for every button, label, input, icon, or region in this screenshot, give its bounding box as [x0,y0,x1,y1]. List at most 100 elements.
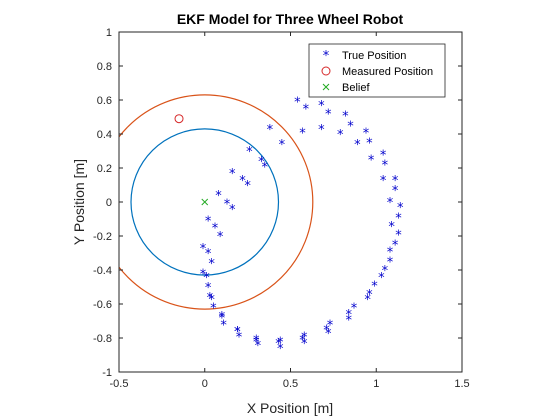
data-point: * [387,256,394,271]
data-point: * [262,160,269,175]
data-point: * [200,267,207,282]
data-point: * [347,120,354,135]
y-tick-label: 0.2 [97,163,112,175]
data-point: * [205,215,212,230]
data-point: * [224,198,231,213]
data-point: * [380,148,387,163]
data-point: * [205,247,212,262]
data-point: * [294,96,301,111]
y-tick-label: 0.8 [97,61,112,73]
data-point: * [258,155,265,170]
series-belief [201,198,209,206]
data-point: * [301,330,308,345]
data-point: * [346,313,353,328]
y-tick-label: 0.6 [97,95,112,107]
chart-title: EKF Model for Three Wheel Robot [177,11,404,27]
data-point: * [236,330,243,345]
data-point: * [267,123,274,138]
x-tick-label: -0.5 [110,378,129,390]
data-point: * [275,337,282,352]
data-point: * [378,271,385,286]
data-point: * [229,167,236,182]
covariance-ellipse [119,94,314,310]
y-tick-label: -0.6 [93,299,112,311]
data-point: * [387,196,394,211]
data-point: * [364,293,371,308]
x-tick-label: 1.5 [454,378,469,390]
data-point: * [301,337,308,352]
data-point: * [255,339,262,354]
data-point: * [342,109,349,124]
y-tick-label: 1 [106,27,112,39]
data-point: * [208,257,215,272]
data-point: * [325,327,332,342]
data-point: * [219,310,226,325]
data-point: * [368,154,375,169]
x-tick-label: 0.5 [283,378,298,390]
y-tick-label: -0.4 [93,265,112,277]
data-point: * [392,184,399,199]
data-point: * [279,138,286,153]
data-point: * [395,228,402,243]
data-point: * [299,334,306,349]
data-point: * [203,271,210,286]
data-point: * [253,335,260,350]
data-point: * [212,222,219,237]
x-axis-label: X Position [m] [247,400,333,416]
data-point: * [366,137,373,152]
legend: * True Position Measured Position Belief [308,43,446,98]
data-point: * [387,245,394,260]
data-point [201,198,209,206]
data-point: * [208,293,215,308]
data-point: * [346,308,353,323]
legend-label: Measured Position [342,66,433,78]
data-point: * [354,138,361,153]
data-point: * [239,174,246,189]
data-point: * [244,179,251,194]
legend-marker [322,83,330,91]
data-point: * [303,103,310,118]
data-point: * [327,318,334,333]
data-point: * [325,108,332,123]
y-tick-label: 0 [106,197,112,209]
data-point: * [299,126,306,141]
data-point: * [392,239,399,254]
data-point: * [337,128,344,143]
data-point: * [205,281,212,296]
data-point: * [200,242,207,257]
legend-marker: * [323,49,330,64]
data-point: * [253,334,260,349]
data-point: * [207,291,214,306]
data-point: * [382,264,389,279]
data-point: * [371,279,378,294]
data-point: * [395,211,402,226]
data-point: * [363,126,370,141]
data-point [174,114,184,124]
data-point: * [351,301,358,316]
data-point: * [380,174,387,189]
y-tick-label: -0.2 [93,231,112,243]
data-point: * [277,342,284,357]
data-point: * [397,201,404,216]
y-tick-label: -1 [102,367,112,379]
y-tick-label: -0.8 [93,333,112,345]
data-point: * [388,220,395,235]
data-point: * [229,203,236,218]
legend-box [308,43,446,98]
data-point: * [246,145,253,160]
x-tick-label: 0 [202,378,208,390]
data-point: * [234,325,241,340]
data-point: * [323,324,330,339]
data-point: * [210,301,217,316]
series-measured-position [174,114,184,124]
legend-label: True Position [342,50,406,62]
data-point: * [392,174,399,189]
legend-label: Belief [342,82,370,94]
data-point: * [382,159,389,174]
legend-marker [321,66,331,76]
data-point: * [366,288,373,303]
data-point: * [219,312,226,327]
data-point: * [220,318,227,333]
covariance-ellipse [130,128,280,276]
